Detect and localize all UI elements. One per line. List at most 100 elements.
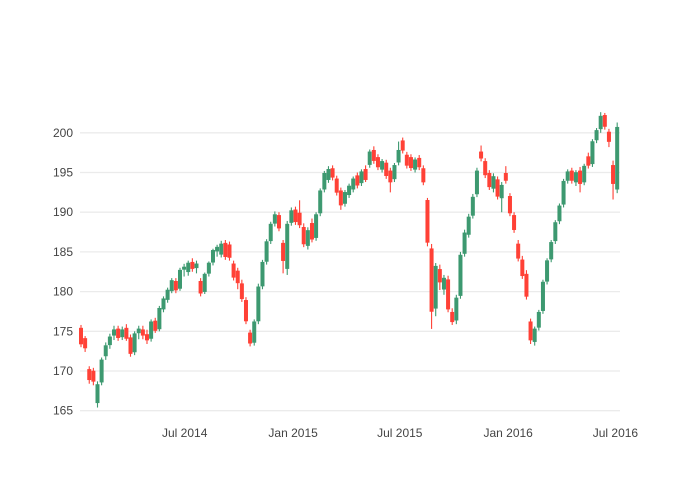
candle-increasing — [499, 182, 504, 213]
candle-body — [611, 165, 616, 184]
candle-decreasing — [437, 264, 442, 291]
candle-body — [425, 200, 430, 243]
candle-decreasing — [388, 167, 393, 193]
y-axis-label: 165 — [53, 404, 73, 418]
candle-body — [433, 265, 438, 309]
candle-decreasing — [450, 308, 455, 325]
candle-increasing — [326, 166, 331, 183]
candle-decreasing — [483, 158, 488, 179]
candle-body — [210, 250, 215, 263]
candle-body — [268, 223, 273, 242]
candle-increasing — [322, 170, 327, 193]
candle-body — [153, 320, 158, 331]
candle-decreasing — [124, 324, 129, 341]
candle-body — [297, 212, 302, 226]
candle-body — [342, 192, 347, 204]
y-axis-label: 190 — [53, 205, 73, 219]
candle-body — [132, 333, 137, 353]
x-axis-label: Jul 2014 — [162, 426, 208, 440]
candle-decreasing — [569, 167, 574, 184]
candle-body — [479, 151, 484, 159]
candle-body — [79, 327, 84, 345]
candle-body — [466, 216, 471, 235]
candle-body — [421, 168, 426, 183]
y-axis-label: 185 — [53, 245, 73, 259]
candle-body — [347, 185, 352, 196]
candle-body — [144, 334, 149, 341]
candle-increasing — [120, 326, 125, 341]
candle-body — [388, 170, 393, 183]
y-axis-label: 175 — [53, 324, 73, 338]
candle-increasing — [594, 128, 599, 144]
x-axis-label: Jan 2016 — [483, 426, 533, 440]
candle-body — [91, 370, 96, 382]
candle-decreasing — [173, 278, 178, 294]
candle-decreasing — [83, 336, 88, 352]
candle-body — [606, 131, 611, 142]
x-axis-tick-labels: Jul 2014 Jan 2015 Jul 2015 Jan 2016 Jul 2016 — [162, 426, 638, 440]
candle-body — [165, 289, 170, 300]
candle-body — [161, 298, 166, 310]
candle-decreasing — [223, 240, 228, 260]
candle-body — [487, 173, 492, 188]
candle-decreasing — [330, 165, 335, 181]
x-axis-label: Jul 2016 — [593, 426, 639, 440]
candle-body — [223, 242, 228, 257]
candle-decreasing — [586, 152, 591, 169]
candle-body — [429, 248, 434, 312]
candle-body — [450, 311, 455, 323]
candle-decreasing — [516, 240, 521, 262]
candle-increasing — [458, 251, 463, 299]
candle-body — [177, 269, 182, 289]
candle-decreasing — [520, 255, 525, 279]
candle-body — [384, 162, 389, 176]
candle-increasing — [615, 122, 620, 194]
candles — [79, 112, 620, 408]
candle-increasing — [252, 319, 257, 346]
candle-body — [330, 168, 335, 178]
candle-body — [396, 149, 401, 163]
candle-increasing — [177, 267, 182, 291]
candle-increasing — [95, 381, 100, 408]
candle-decreasing — [487, 170, 492, 190]
candle-body — [202, 273, 207, 292]
candle-body — [437, 269, 442, 283]
candle-body — [173, 280, 178, 291]
candle-body — [264, 241, 269, 262]
candle-decreasing — [338, 187, 343, 210]
candle-body — [413, 159, 418, 170]
candle-decreasing — [375, 154, 380, 171]
candle-decreasing — [281, 240, 286, 274]
candle-body — [371, 149, 376, 161]
candle-body — [557, 205, 562, 222]
candle-increasing — [553, 220, 558, 244]
y-axis-tick-labels: 165 170 175 180 185 190 195 200 — [53, 126, 73, 418]
candle-body — [516, 243, 521, 259]
candle-body — [367, 151, 372, 165]
y-axis-label: 180 — [53, 285, 73, 299]
candle-increasing — [99, 357, 104, 386]
candle-decreasing — [116, 325, 121, 341]
candle-decreasing — [404, 151, 409, 169]
candle-increasing — [342, 189, 347, 207]
candle-decreasing — [507, 193, 512, 217]
candle-body — [540, 281, 545, 311]
candle-decreasing — [198, 278, 203, 297]
candle-body — [545, 260, 550, 282]
candle-decreasing — [528, 318, 533, 345]
candle-body — [95, 384, 100, 404]
candle-body — [355, 175, 360, 186]
candle-body — [301, 226, 306, 245]
candle-decreasing — [293, 206, 298, 225]
candle-decreasing — [239, 279, 244, 302]
candle-body — [375, 157, 380, 168]
candle-increasing — [215, 244, 220, 257]
candle-body — [140, 329, 145, 336]
candle-body — [594, 130, 599, 141]
candle-increasing — [347, 183, 352, 198]
candle-increasing — [260, 259, 265, 290]
candle-body — [103, 345, 108, 357]
